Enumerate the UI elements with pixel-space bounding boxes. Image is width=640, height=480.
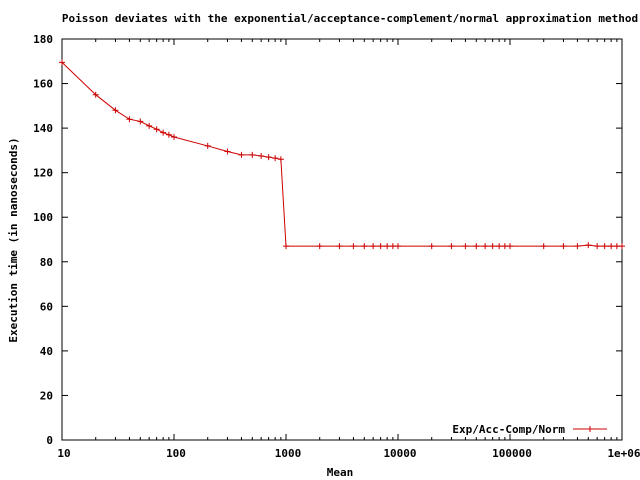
y-tick-label: 120 bbox=[33, 167, 53, 180]
data-point bbox=[574, 243, 581, 250]
data-point bbox=[613, 243, 620, 250]
data-point bbox=[384, 243, 391, 250]
data-point bbox=[336, 243, 343, 250]
data-point bbox=[146, 122, 153, 129]
x-tick-label: 1e+06 bbox=[607, 447, 640, 460]
y-tick-label: 80 bbox=[40, 256, 53, 269]
data-point bbox=[585, 242, 592, 249]
data-point bbox=[428, 243, 435, 250]
data-point bbox=[153, 126, 160, 133]
y-tick-label: 160 bbox=[33, 78, 53, 91]
data-point bbox=[204, 142, 211, 149]
data-point bbox=[496, 243, 503, 250]
y-tick-label: 100 bbox=[33, 211, 53, 224]
x-axis: 10 100 1000 10000 100000 1e+06 bbox=[57, 39, 640, 460]
x-tick-label: 10 bbox=[57, 447, 70, 460]
legend: Exp/Acc-Comp/Norm bbox=[452, 423, 607, 436]
x-tick-label: 10000 bbox=[383, 447, 416, 460]
data-point bbox=[473, 243, 480, 250]
data-point bbox=[258, 152, 265, 159]
data-point bbox=[448, 243, 455, 250]
data-point bbox=[501, 243, 508, 250]
legend-marker bbox=[587, 426, 593, 432]
data-point bbox=[489, 243, 496, 250]
x-tick-label: 100000 bbox=[492, 447, 532, 460]
data-point bbox=[171, 134, 177, 141]
plot-frame bbox=[61, 38, 623, 441]
x-tick-label: 100 bbox=[166, 447, 186, 460]
data-point bbox=[608, 243, 615, 250]
y-tick-label: 0 bbox=[46, 434, 53, 447]
data-point bbox=[389, 243, 396, 250]
data-point bbox=[224, 148, 231, 155]
data-point bbox=[507, 243, 513, 250]
data-point bbox=[272, 155, 279, 162]
data-point bbox=[59, 59, 65, 66]
y-tick-label: 40 bbox=[40, 345, 53, 358]
y-tick-label: 60 bbox=[40, 300, 53, 313]
data-point bbox=[370, 243, 377, 250]
series-line bbox=[61, 62, 622, 247]
legend-marker-plus bbox=[587, 426, 593, 432]
data-point bbox=[560, 243, 567, 250]
data-point bbox=[160, 129, 167, 136]
x-axis-label: Mean bbox=[327, 466, 354, 479]
data-point bbox=[92, 91, 99, 98]
data-point bbox=[395, 243, 401, 250]
y-axis: 0 20 40 60 80 100 120 140 160 180 bbox=[33, 33, 622, 447]
data-point bbox=[238, 151, 245, 158]
data-point bbox=[377, 243, 384, 250]
data-point bbox=[112, 107, 119, 114]
data-point bbox=[283, 243, 289, 250]
data-point bbox=[619, 243, 625, 250]
data-point bbox=[265, 154, 272, 161]
data-point bbox=[316, 243, 323, 250]
y-tick-label: 180 bbox=[33, 33, 53, 46]
y-tick-label: 140 bbox=[33, 122, 53, 135]
data-point bbox=[594, 243, 601, 250]
y-axis-label: Execution time (in nanoseconds) bbox=[7, 137, 20, 342]
data-point bbox=[482, 243, 489, 250]
data-point bbox=[277, 156, 284, 163]
data-point bbox=[462, 243, 469, 250]
data-point bbox=[361, 243, 368, 250]
y-tick-label: 20 bbox=[40, 389, 53, 402]
data-point bbox=[249, 151, 256, 158]
data-point bbox=[165, 131, 172, 138]
data-point bbox=[137, 118, 144, 125]
x-tick-label: 1000 bbox=[275, 447, 302, 460]
data-point bbox=[126, 116, 133, 123]
legend-label: Exp/Acc-Comp/Norm bbox=[452, 423, 565, 436]
chart-title: Poisson deviates with the exponential/ac… bbox=[62, 12, 638, 25]
data-point bbox=[601, 243, 608, 250]
data-point bbox=[540, 243, 547, 250]
data-point bbox=[350, 243, 357, 250]
series-group bbox=[59, 59, 625, 250]
